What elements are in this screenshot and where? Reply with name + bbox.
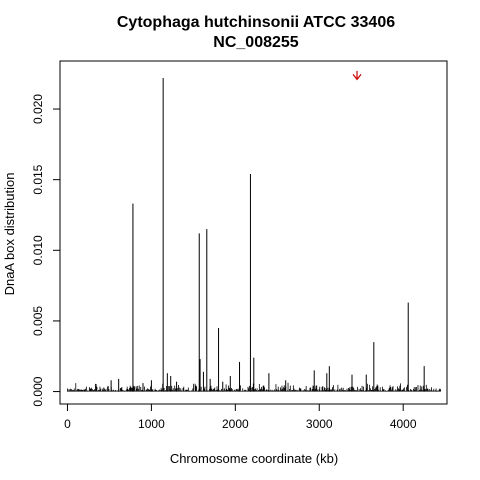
plot-frame xyxy=(59,60,448,405)
chart-title: Cytophaga hutchinsonii ATCC 33406 xyxy=(117,14,395,31)
y-tick-label: 0.010 xyxy=(31,235,45,265)
annotations xyxy=(352,70,362,81)
y-axis: 0.000 0.005 0.010 0.015 0.020 xyxy=(31,94,61,407)
data-bars xyxy=(67,77,442,392)
x-tick-label: 4000 xyxy=(390,417,417,431)
y-tick-label: 0.005 xyxy=(31,306,45,336)
x-tick-label: 2000 xyxy=(222,417,249,431)
x-tick-label: 0 xyxy=(64,417,71,431)
x-axis-label: Chromosome coordinate (kb) xyxy=(170,451,338,466)
chart-subtitle: NC_008255 xyxy=(213,34,299,51)
annotation-arrow-head xyxy=(352,73,362,81)
x-tick-label: 1000 xyxy=(138,417,165,431)
y-tick-label: 0.000 xyxy=(31,376,45,406)
x-tick-label: 3000 xyxy=(306,417,333,431)
x-axis: 0 1000 2000 3000 4000 xyxy=(64,403,417,431)
y-axis-label: DnaA box distribution xyxy=(2,173,17,296)
y-tick-label: 0.015 xyxy=(31,164,45,194)
y-tick-label: 0.020 xyxy=(31,94,45,124)
